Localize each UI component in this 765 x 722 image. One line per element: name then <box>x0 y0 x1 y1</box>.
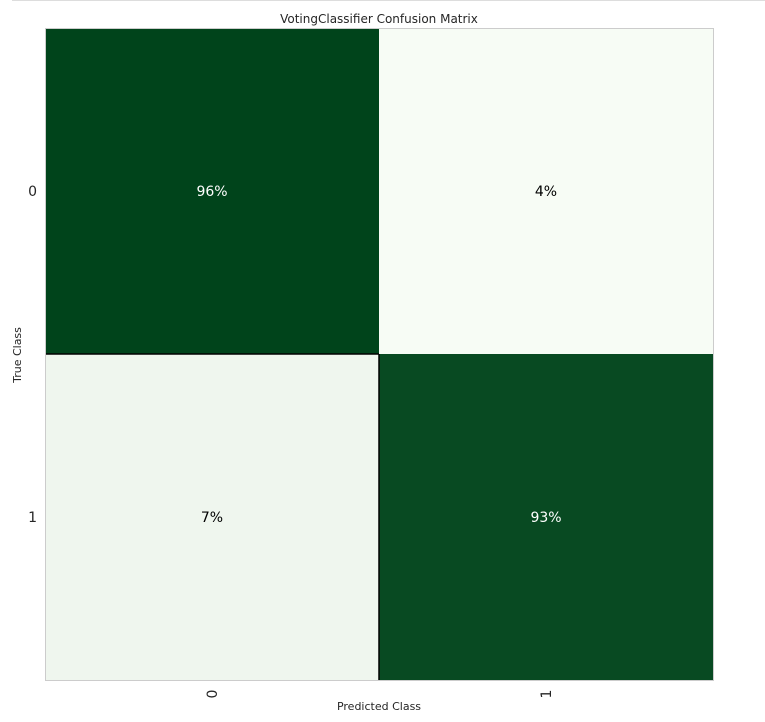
cell-label-r1-c0: 7% <box>201 510 223 526</box>
heatmap-cells <box>45 28 713 680</box>
heatmap-cell-labels: 96% 4% 7% 93% <box>196 184 561 526</box>
cell-r0-c1 <box>379 28 713 354</box>
x-tick-1: 1 <box>539 690 555 699</box>
cell-label-r0-c0: 96% <box>196 184 227 200</box>
cell-r0-c0 <box>45 28 379 354</box>
y-axis-label: True Class <box>11 327 24 384</box>
cell-r1-c1 <box>379 354 713 680</box>
plot-frame <box>45 28 714 681</box>
cell-label-r1-c1: 93% <box>530 510 561 526</box>
x-tick-0: 0 <box>205 690 221 699</box>
cell-label-r0-c1: 4% <box>535 184 557 200</box>
chart-title: VotingClassifier Confusion Matrix <box>280 12 478 26</box>
y-tick-0: 0 <box>28 184 37 200</box>
y-tick-labels: 01 <box>28 184 37 526</box>
cell-r1-c0 <box>45 354 379 680</box>
y-tick-1: 1 <box>28 510 37 526</box>
x-axis-label: Predicted Class <box>337 700 421 713</box>
